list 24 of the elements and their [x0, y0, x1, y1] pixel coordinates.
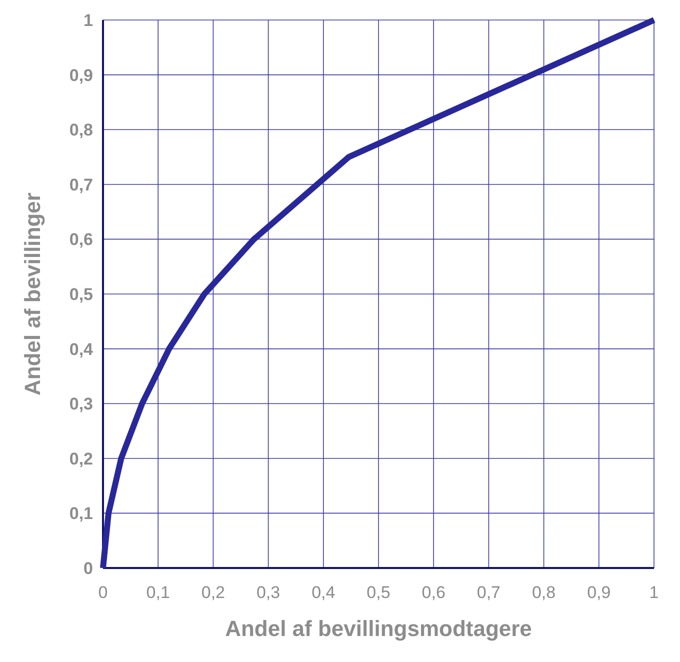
y-tick-label: 0,4 [69, 340, 94, 359]
y-tick-label: 0,6 [69, 230, 93, 250]
y-tick-label: 1 [84, 11, 93, 30]
x-tick-label: 0,6 [422, 583, 446, 602]
y-tick-label: 0,8 [69, 120, 93, 140]
x-tick-label: 0,3 [256, 583, 280, 602]
y-tick-label: 0,3 [69, 394, 93, 414]
y-tick-label: 0,9 [69, 66, 93, 85]
y-tick-label: 0,7 [69, 175, 93, 194]
y-axis-title: Andel af bevillinger [20, 192, 45, 396]
x-tick-label: 0,1 [146, 583, 170, 602]
y-tick-label: 0,1 [69, 504, 93, 524]
x-tick-label: 0,9 [587, 583, 611, 602]
y-tick-label: 0,5 [69, 285, 93, 304]
y-tick-label: 0 [84, 559, 93, 578]
x-axis-title: Andel af bevillingsmodtagere [225, 616, 532, 641]
x-tick-label: 0,5 [366, 583, 390, 602]
x-tick-label: 0 [98, 583, 108, 602]
x-tick-label: 1 [649, 583, 659, 602]
x-tick-label: 0,2 [201, 583, 226, 602]
x-tick-label: 0,7 [476, 583, 501, 602]
x-tick-label: 0,4 [312, 583, 336, 602]
x-tick-label: 0,8 [532, 583, 556, 602]
y-tick-label: 0,2 [69, 449, 93, 468]
